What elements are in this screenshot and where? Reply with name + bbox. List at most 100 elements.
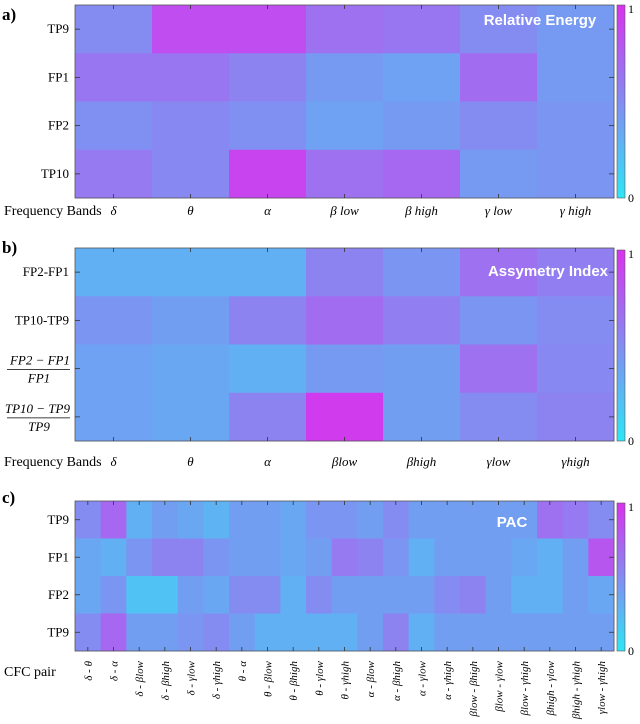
col-label: θ xyxy=(187,203,194,218)
heatmap-cell xyxy=(306,501,333,539)
col-label: γlow xyxy=(487,454,511,469)
colorbar xyxy=(616,4,626,199)
col-label: θ - γlow xyxy=(314,660,326,695)
heatmap-cell xyxy=(562,576,589,614)
heatmap-cell xyxy=(229,101,307,151)
heatmap-cell xyxy=(152,576,179,614)
col-label: δ - θ xyxy=(83,660,95,680)
col-label: δ xyxy=(110,454,117,469)
heatmap-cell xyxy=(485,538,512,577)
col-label: α - γhigh xyxy=(442,661,454,700)
row-label: FP2 xyxy=(48,118,69,133)
heatmap-cell xyxy=(306,344,384,394)
chart-title: Relative Energy xyxy=(484,12,597,29)
col-label: δ - γlow xyxy=(186,660,198,695)
heatmap-cell xyxy=(434,538,461,577)
heatmap-cell xyxy=(306,613,333,652)
heatmap-cell xyxy=(203,501,230,539)
heatmap-cell xyxy=(511,613,538,652)
row-label: FP2 xyxy=(48,587,69,602)
heatmap-cell xyxy=(254,576,281,614)
heatmap-cell xyxy=(460,5,538,54)
heatmap-cell xyxy=(203,576,230,614)
row-label: FP1 xyxy=(48,69,69,84)
heatmap-cell xyxy=(460,538,487,577)
heatmap-cell xyxy=(75,149,153,199)
heatmap-cell xyxy=(383,501,410,539)
heatmap-cell xyxy=(408,501,435,539)
x-axis-title: CFC pair xyxy=(4,665,56,680)
heatmap-cell xyxy=(280,613,307,652)
row-label-numerator: TP10 − TP9 xyxy=(5,401,71,416)
col-label: α - γlow xyxy=(417,660,429,696)
x-axis-title: Frequency Bands xyxy=(4,455,102,470)
heatmap-cell xyxy=(511,501,538,539)
heatmap-cell xyxy=(75,248,153,297)
heatmap-cell xyxy=(203,538,230,577)
row-label-denominator: TP9 xyxy=(28,419,50,434)
heatmap-cell xyxy=(331,576,358,614)
col-label: γhigh xyxy=(561,454,589,469)
heatmap-cell xyxy=(383,53,461,102)
colorbar xyxy=(616,502,626,652)
col-label: θ - βhigh xyxy=(288,661,300,701)
heatmap-cell xyxy=(460,296,538,345)
heatmap-cell xyxy=(485,501,512,539)
col-label: γ high xyxy=(560,203,591,218)
heatmap-cell xyxy=(537,392,615,442)
heatmap-cell xyxy=(152,538,179,577)
heatmap-cell xyxy=(280,538,307,577)
row-label: TP10 xyxy=(41,166,69,181)
heatmap-cell xyxy=(460,248,538,297)
heatmap-cell xyxy=(152,344,230,394)
heatmap-cell xyxy=(434,501,461,539)
heatmap-cell xyxy=(460,101,538,151)
heatmap-cell xyxy=(331,501,358,539)
heatmap-cell xyxy=(460,344,538,394)
heatmap-cell xyxy=(485,613,512,652)
heatmap-cell xyxy=(229,344,307,394)
heatmap-cell xyxy=(254,538,281,577)
col-label: δ - βhigh xyxy=(160,661,172,701)
heatmap-cell xyxy=(152,149,230,199)
heatmap-cell xyxy=(229,149,307,199)
heatmap-cell xyxy=(537,538,564,577)
heatmap-cell xyxy=(75,296,153,345)
heatmap-cell xyxy=(408,576,435,614)
heatmap-cell xyxy=(306,392,384,442)
heatmap-cell xyxy=(75,344,153,394)
panel-label: c) xyxy=(2,488,15,507)
row-label: FP1 xyxy=(48,549,69,564)
heatmap-cell xyxy=(229,501,256,539)
row-label-denominator: FP1 xyxy=(27,371,50,386)
col-label: β high xyxy=(404,203,438,218)
heatmap-cell xyxy=(383,5,461,54)
heatmap-cell xyxy=(511,538,538,577)
col-label: α - βlow xyxy=(365,660,377,697)
heatmap-cell xyxy=(229,296,307,345)
chart-title: PAC xyxy=(497,514,528,531)
heatmap-cell xyxy=(152,5,230,54)
col-label: θ - γhigh xyxy=(340,661,352,700)
heatmap-cell xyxy=(177,501,204,539)
heatmap-cell xyxy=(357,613,384,652)
heatmap-cell xyxy=(537,53,615,102)
heatmap-cell xyxy=(254,613,281,652)
heatmap-cell xyxy=(460,149,538,199)
heatmap-cell xyxy=(229,576,256,614)
heatmap-cell xyxy=(229,613,256,652)
heatmap-cell xyxy=(100,576,127,614)
col-label: δ - βlow xyxy=(134,660,146,696)
heatmap-cell xyxy=(434,613,461,652)
row-label-numerator: FP2 − FP1 xyxy=(9,353,70,368)
col-label: βhigh - γhigh xyxy=(571,661,583,721)
heatmap-cell xyxy=(460,53,538,102)
colorbar-min-label: 0 xyxy=(628,191,634,205)
heatmap-cell xyxy=(75,5,153,54)
heatmap-cell xyxy=(306,538,333,577)
col-label: βlow - γhigh xyxy=(519,661,531,717)
heatmap-cell xyxy=(562,538,589,577)
col-label: γlow - γhigh xyxy=(596,661,608,715)
heatmap-cell xyxy=(383,101,461,151)
heatmap-cell xyxy=(383,344,461,394)
